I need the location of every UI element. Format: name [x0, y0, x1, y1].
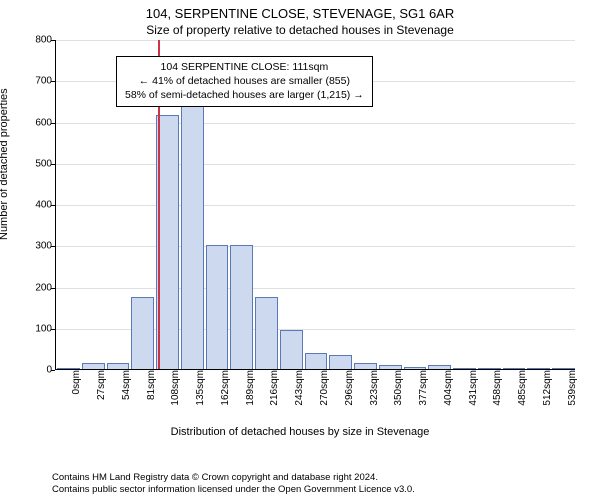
y-tick-label: 100 — [30, 323, 52, 334]
x-tick-label: 377sqm — [418, 370, 429, 420]
y-tick-label: 500 — [30, 158, 52, 169]
x-tick-label: 216sqm — [269, 370, 280, 420]
chart-container: Number of detached properties 0 100 200 300… — [0, 40, 600, 440]
x-tick-label: 135sqm — [195, 370, 206, 420]
x-tick-label: 189sqm — [245, 370, 256, 420]
annot-line-2: ← 41% of detached houses are smaller (85… — [125, 74, 364, 88]
bar — [230, 245, 253, 369]
footer-line-2: Contains public sector information licen… — [52, 484, 415, 496]
x-tick-label: 270sqm — [319, 370, 330, 420]
plot-area: 104 SERPENTINE CLOSE: 111sqm ← 41% of de… — [55, 40, 575, 370]
x-tick-label: 162sqm — [220, 370, 231, 420]
bar — [206, 245, 229, 369]
bar — [552, 368, 575, 369]
x-tick-label: 404sqm — [443, 370, 454, 420]
bar — [503, 368, 526, 369]
bar — [527, 368, 550, 369]
x-tick-label: 81sqm — [146, 370, 157, 420]
annot-line-1: 104 SERPENTINE CLOSE: 111sqm — [125, 60, 364, 74]
bar — [428, 365, 451, 369]
bar — [329, 355, 352, 369]
page-title: 104, SERPENTINE CLOSE, STEVENAGE, SG1 6A… — [0, 0, 600, 21]
bar — [305, 353, 328, 370]
x-tick-label: 458sqm — [492, 370, 503, 420]
x-tick-label: 0sqm — [71, 370, 82, 420]
y-tick-mark — [51, 370, 55, 371]
footer: Contains HM Land Registry data © Crown c… — [52, 472, 415, 496]
bar — [57, 368, 80, 369]
x-tick-label: 350sqm — [393, 370, 404, 420]
x-tick-label: 539sqm — [567, 370, 578, 420]
x-tick-label: 323sqm — [369, 370, 380, 420]
bar — [280, 330, 303, 369]
x-tick-label: 54sqm — [121, 370, 132, 420]
y-tick-label: 400 — [30, 200, 52, 211]
annot-line-3: 58% of semi-detached houses are larger (… — [125, 88, 364, 102]
bar — [453, 368, 476, 369]
x-axis-label: Distribution of detached houses by size … — [0, 426, 600, 438]
y-tick-label: 0 — [30, 365, 52, 376]
bar — [404, 367, 427, 369]
bar — [354, 363, 377, 369]
x-tick-label: 512sqm — [542, 370, 553, 420]
bar — [131, 297, 154, 369]
y-tick-label: 700 — [30, 76, 52, 87]
annotation-box: 104 SERPENTINE CLOSE: 111sqm ← 41% of de… — [116, 56, 373, 107]
y-tick-label: 300 — [30, 241, 52, 252]
bar — [181, 97, 204, 369]
bar — [478, 368, 501, 369]
page-subtitle: Size of property relative to detached ho… — [0, 21, 600, 41]
bar — [82, 363, 105, 369]
x-tick-label: 108sqm — [170, 370, 181, 420]
bar — [107, 363, 130, 369]
x-tick-label: 431sqm — [468, 370, 479, 420]
y-tick-label: 600 — [30, 117, 52, 128]
y-tick-label: 800 — [30, 35, 52, 46]
x-tick-label: 27sqm — [96, 370, 107, 420]
y-tick-label: 200 — [30, 282, 52, 293]
x-tick-label: 243sqm — [294, 370, 305, 420]
x-tick-label: 296sqm — [344, 370, 355, 420]
footer-line-1: Contains HM Land Registry data © Crown c… — [52, 472, 415, 484]
x-tick-label: 485sqm — [517, 370, 528, 420]
bar — [255, 297, 278, 369]
y-axis-label: Number of detached properties — [0, 88, 10, 240]
bar — [379, 365, 402, 369]
